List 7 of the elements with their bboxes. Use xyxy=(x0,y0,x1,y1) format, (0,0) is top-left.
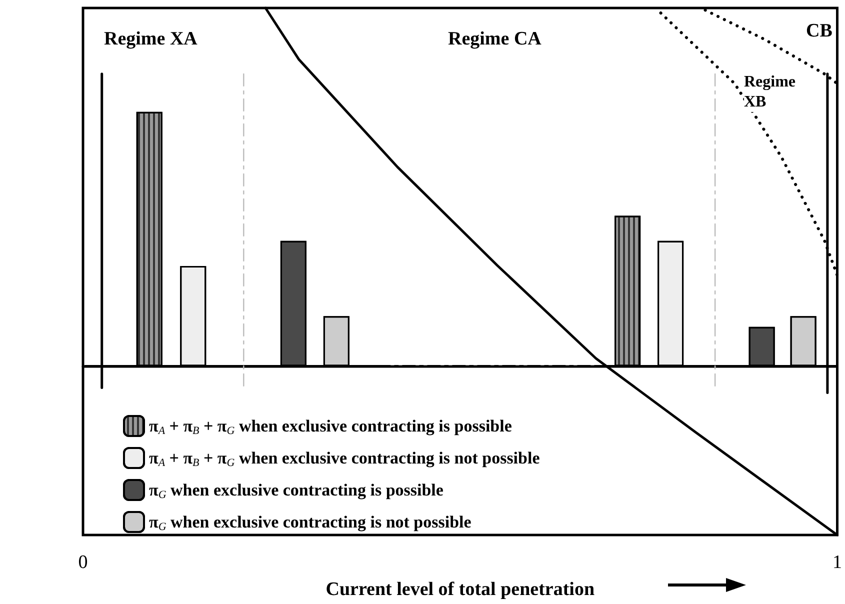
x-tick-label: 1 xyxy=(832,552,842,573)
annotation: Regime CA xyxy=(448,28,542,50)
x-tick-label: 0 xyxy=(78,552,88,573)
annotation: Regime XA xyxy=(104,28,198,50)
annotation: CB xyxy=(806,20,833,42)
annotation: Regime XB xyxy=(744,74,796,110)
x-axis-title: Current level of total penetration xyxy=(326,579,595,600)
